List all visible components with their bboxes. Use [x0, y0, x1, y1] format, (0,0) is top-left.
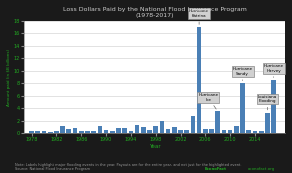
X-axis label: Year: Year — [149, 144, 160, 149]
Bar — [215, 111, 220, 133]
Text: Hurricane
Sandy: Hurricane Sandy — [232, 67, 253, 80]
Bar — [246, 130, 251, 133]
Bar — [128, 131, 133, 133]
Bar — [135, 125, 139, 133]
Y-axis label: Amount paid (in $B billions): Amount paid (in $B billions) — [7, 48, 11, 106]
Bar — [67, 129, 71, 133]
Bar — [85, 131, 90, 133]
Bar — [184, 130, 189, 133]
Text: Louisiana
Flooding: Louisiana Flooding — [258, 95, 277, 110]
Bar — [259, 131, 263, 133]
Bar — [54, 131, 59, 133]
Bar — [42, 131, 46, 133]
Bar — [209, 129, 214, 133]
Bar — [147, 130, 152, 133]
Bar — [203, 129, 208, 133]
Bar — [91, 131, 96, 133]
Bar — [191, 116, 195, 133]
Bar — [141, 127, 146, 133]
Text: EconoFact: EconoFact — [204, 167, 226, 171]
Bar — [29, 131, 34, 133]
Text: Hurricane
Ike: Hurricane Ike — [199, 93, 218, 109]
Title: Loss Dollars Paid by the National Flood Insurance Program
(1978-2017): Loss Dollars Paid by the National Flood … — [62, 7, 246, 18]
Bar — [116, 128, 121, 133]
Bar — [110, 131, 114, 133]
Bar — [48, 132, 53, 133]
Bar — [159, 121, 164, 133]
Bar — [271, 80, 276, 133]
Bar — [98, 126, 102, 133]
Bar — [166, 129, 171, 133]
Bar — [122, 128, 127, 133]
Bar — [60, 126, 65, 133]
Bar — [222, 130, 226, 133]
Bar — [265, 113, 270, 133]
Bar — [104, 130, 108, 133]
Text: Note: Labels highlight major flooding events in the year. Payouts are for the en: Note: Labels highlight major flooding ev… — [15, 163, 241, 171]
Text: Hurricane
Harvey: Hurricane Harvey — [264, 64, 284, 77]
Bar — [79, 131, 84, 133]
Text: econofact.org: econofact.org — [248, 167, 275, 171]
Bar — [178, 130, 183, 133]
Bar — [234, 126, 239, 133]
Bar — [228, 130, 232, 133]
Bar — [73, 128, 77, 133]
Text: Hurricane
Katrina: Hurricane Katrina — [189, 9, 209, 24]
Bar — [35, 131, 40, 133]
Bar — [172, 127, 177, 133]
Bar — [253, 131, 257, 133]
Bar — [153, 126, 158, 133]
Bar — [240, 83, 245, 133]
Bar — [197, 27, 201, 133]
